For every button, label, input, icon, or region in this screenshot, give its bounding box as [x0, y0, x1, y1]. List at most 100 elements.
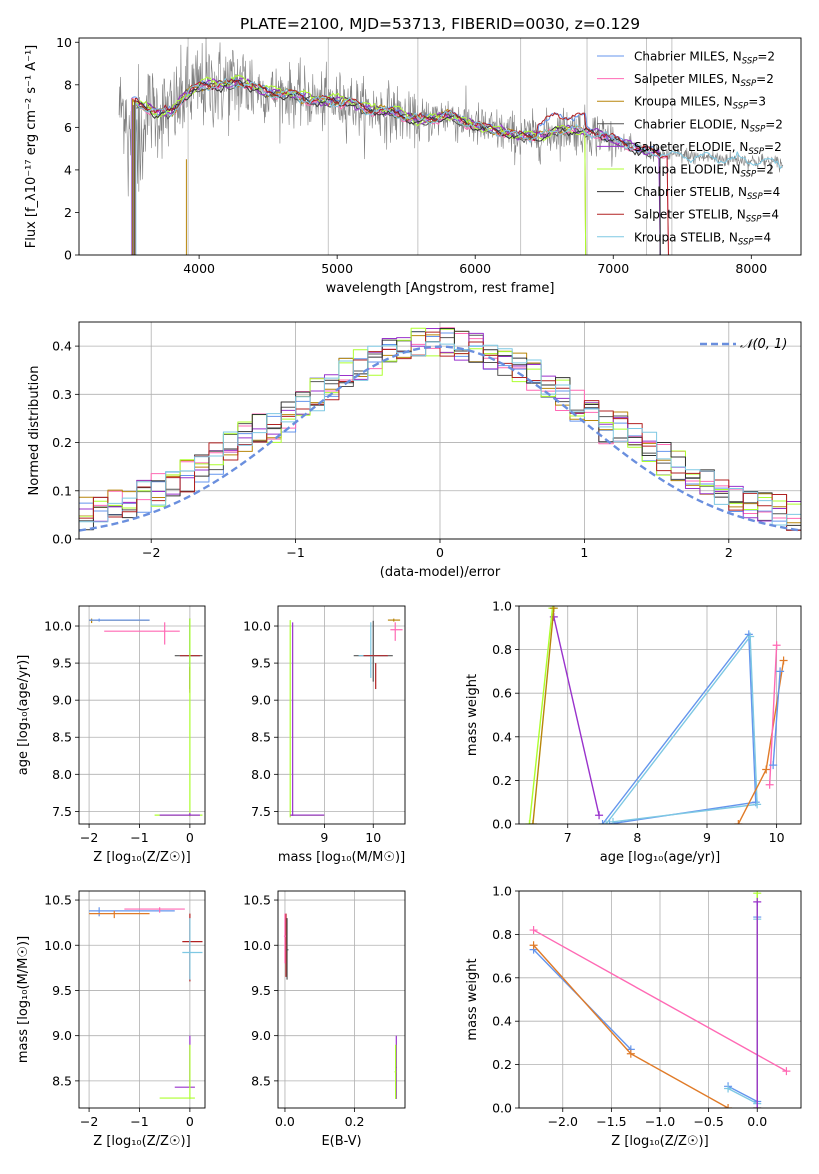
ageM-pt-1 — [290, 622, 325, 816]
weight-vs-age-plot-area — [525, 606, 788, 824]
weight-vs-age-ytick-label-4: 0.8 — [492, 642, 512, 657]
wAge-line-4-marker-1 — [746, 632, 755, 641]
ageZ-pt-3 — [174, 618, 203, 690]
spectrum-legend-label-7: Salpeter STELIB, NSSP=4 — [634, 208, 779, 225]
age-vs-mass-ytick-label-2: 8.5 — [251, 730, 271, 745]
weight-vs-Z-panel: −2.0 −1.5 −1.0 −0.5 0.0 0.0 0.2 0.4 0.6 0.8 1.0 Z [… — [465, 884, 802, 1149]
residuals-ytick-label-4: 0.4 — [52, 339, 72, 354]
mass-vs-Z-xtick-label-2: 0 — [186, 1114, 194, 1129]
mass-vs-Z-ytick-label-4: 10.5 — [44, 893, 72, 908]
age-vs-Z-xtick-label-0: −2 — [80, 830, 98, 845]
wAge-line-4-marker-0 — [602, 820, 611, 824]
spectrum-legend-text-3: Chabrier ELODIE, N — [634, 117, 750, 131]
spectrum-legend-text-1: Salpeter MILES, N — [634, 72, 741, 86]
age-vs-Z-xlabel: Z [log₁₀(Z/Z☉)] — [93, 850, 190, 865]
ageM-pt-5 — [387, 618, 401, 622]
residuals-panel: −2 −1 0 1 2 0.0 0.1 0.2 0.3 0.4 (data-model)/error… — [27, 321, 802, 580]
mass-vs-ebv-ytick-label-3: 10.0 — [243, 938, 271, 953]
age-vs-Z-ytick-label-4: 9.5 — [52, 656, 72, 671]
spectrum-legend-label-3: Chabrier ELODIE, NSSP=2 — [634, 117, 783, 134]
mass-vs-ebv-xlabel: E(B-V) — [321, 1134, 361, 1149]
spectrum-legend-sub-8: SSP — [738, 237, 754, 247]
spectrum-legend-suffix-3: =2 — [765, 117, 783, 131]
age-vs-mass-xtick-label-0: 9 — [320, 830, 328, 845]
wAge-line-6-marker-0 — [765, 780, 774, 789]
mass-vs-Z-xlabel: Z [log₁₀(Z/Z☉)] — [93, 1134, 190, 1149]
weight-vs-age-xlabel: age [log₁₀(age/yr)] — [600, 850, 721, 865]
weight-vs-age-panel: 7 8 9 10 0.0 0.2 0.4 0.6 0.8 1.0 age [log₁₀(age/yr… — [465, 599, 802, 865]
spectrum-legend-suffix-0: =2 — [757, 50, 775, 64]
spectrum-data-line — [118, 38, 784, 197]
age-vs-Z-ytick-label-2: 8.5 — [52, 730, 72, 745]
weight-vs-age-ylabel: mass weight — [465, 674, 480, 756]
ageM-pt-4 — [363, 655, 388, 690]
spectrum-ytick-label-3: 6 — [64, 120, 72, 135]
spectrum-xtick-label-0: 4000 — [183, 261, 215, 276]
wAge-line-2-marker-0 — [528, 820, 537, 824]
residual-hist-8 — [79, 341, 801, 526]
age-vs-mass-xtick-label-1: 10 — [365, 830, 381, 845]
mass-vs-ebv-plot-area — [283, 913, 397, 1099]
mass-vs-Z-ytick-label-2: 9.5 — [52, 983, 72, 998]
mass-vs-ebv-ytick-label-4: 10.5 — [243, 893, 271, 908]
weight-vs-age-ytick-label-1: 0.2 — [492, 773, 512, 788]
age-vs-Z-ytick-label-5: 10.0 — [44, 619, 72, 634]
massZ-pt-4 — [182, 918, 203, 980]
weight-vs-age-xtick-label-1: 8 — [633, 830, 641, 845]
weight-vs-Z-ytick-label-0: 0.0 — [492, 1101, 512, 1116]
spectrum-legend-sub-0: SSP — [742, 57, 758, 67]
massE-pt-4 — [394, 1044, 397, 1099]
age-vs-mass-ytick-label-0: 7.5 — [251, 804, 271, 819]
spectrum-ytick-label-1: 2 — [64, 205, 72, 220]
wZ-line-2-marker-1 — [626, 1049, 635, 1058]
spectrum-legend-text-6: Chabrier STELIB, N — [634, 185, 747, 199]
ageZ-pt-0 — [89, 618, 150, 624]
wZ-line-6-marker-1 — [753, 897, 762, 906]
massZ-pt-5 — [174, 1035, 195, 1088]
residuals-ytick-label-2: 0.2 — [52, 435, 72, 450]
weight-vs-Z-xlabel: Z [log₁₀(Z/Z☉)] — [611, 1134, 708, 1149]
wAge-line-4 — [605, 635, 758, 824]
spectrum-legend-suffix-8: =4 — [754, 230, 772, 244]
age-vs-Z-ylabel: age [log₁₀(age/yr)] — [16, 655, 31, 776]
mass-vs-ebv-frame — [277, 890, 406, 1109]
weight-vs-Z-ytick-label-4: 0.8 — [492, 927, 512, 942]
wZ-line-0-marker-1 — [782, 1067, 791, 1076]
wAge-line-2 — [532, 608, 555, 824]
spectrum-ytick-label-5: 10 — [56, 35, 72, 50]
mass-vs-ebv-ytick-label-1: 9.0 — [251, 1028, 271, 1043]
spectrum-plot-area — [118, 38, 784, 255]
weight-vs-age-ytick-label-0: 0.0 — [492, 817, 512, 832]
weight-vs-age-frame — [518, 605, 802, 825]
weight-vs-Z-ytick-label-2: 0.4 — [492, 1014, 512, 1029]
weight-vs-Z-frame — [518, 890, 802, 1109]
massZ-pt-1 — [89, 910, 150, 919]
spectrum-legend-sub-2: SSP — [733, 102, 749, 112]
wAge-line-6-marker-1 — [772, 641, 781, 650]
figure-title: PLATE=2100, MJD=53713, FIBERID=0030, z=0… — [240, 15, 640, 33]
wAge-line-7 — [772, 671, 781, 766]
weight-vs-Z-ytick-label-5: 1.0 — [492, 884, 512, 899]
wZ-line-2-marker-2 — [724, 1104, 733, 1108]
spectrum-legend-suffix-5: =2 — [756, 163, 774, 177]
residual-normal-curve — [79, 345, 801, 532]
age-vs-mass-ytick-label-3: 9.0 — [251, 693, 271, 708]
spectrum-ylabel: Flux [f_λ10⁻¹⁷ erg cm⁻² s⁻¹ A⁻¹] — [24, 45, 39, 249]
age-vs-mass-panel: 9 10 7.5 8.0 8.5 9.0 9.5 10.0 mass [log₁₀(M/M☉)] — [243, 605, 406, 865]
weight-vs-age-xtick-label-3: 10 — [769, 830, 785, 845]
weight-vs-Z-ylabel: mass weight — [465, 958, 480, 1040]
spectrum-legend-suffix-6: =4 — [763, 185, 781, 199]
weight-vs-Z-plot-area — [529, 891, 791, 1108]
weight-vs-Z-xtick-label-0: −2.0 — [548, 1114, 578, 1129]
mass-vs-Z-frame — [78, 890, 206, 1109]
age-vs-Z-frame — [78, 605, 206, 825]
massZ-pt-6 — [159, 1044, 195, 1099]
weight-vs-age-ytick-label-2: 0.4 — [492, 729, 512, 744]
spectrum-frame — [78, 37, 802, 256]
weight-vs-Z-ytick-label-3: 0.6 — [492, 970, 512, 985]
age-vs-mass-frame — [277, 605, 406, 825]
massE-pt-2 — [283, 913, 287, 964]
spectrum-legend-sub-7: SSP — [746, 215, 762, 225]
spectrum-xtick-label-1: 5000 — [321, 261, 353, 276]
weight-vs-Z-xtick-label-1: −1.5 — [596, 1114, 626, 1129]
